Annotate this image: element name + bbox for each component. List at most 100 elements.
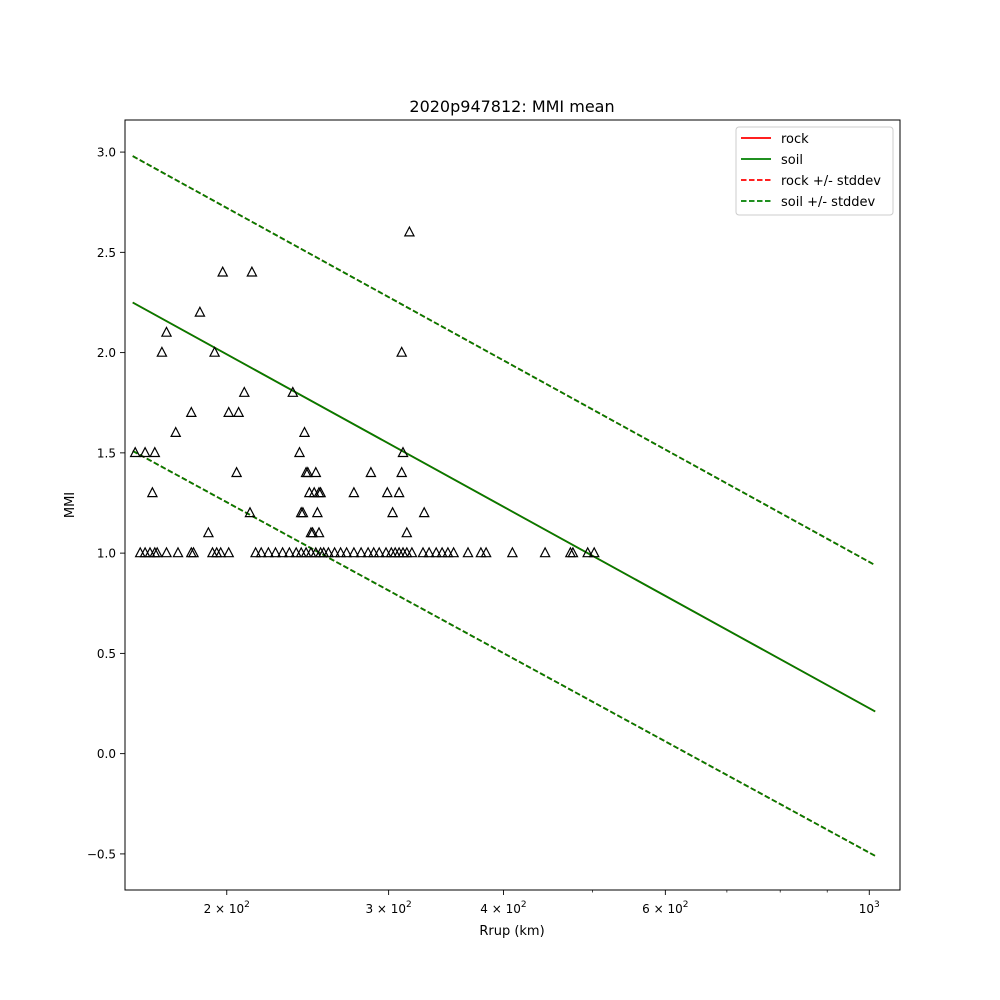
- observation-marker: [436, 546, 448, 558]
- observation-marker: [373, 546, 385, 558]
- observation-marker: [160, 546, 173, 558]
- observation-marker: [156, 346, 168, 357]
- x-tick-label: 2 × 102: [204, 900, 250, 916]
- observation-marker: [283, 546, 295, 558]
- observation-marker: [348, 486, 360, 498]
- y-tick-label: 2.0: [97, 346, 116, 360]
- legend-label: rock: [781, 132, 809, 147]
- observation-marker: [146, 486, 158, 498]
- observation-marker: [302, 466, 314, 478]
- observation-marker: [462, 546, 474, 558]
- series-line-1-0: [132, 301, 876, 713]
- observation-marker: [368, 546, 380, 558]
- observation-marker: [293, 446, 306, 458]
- observation-marker: [396, 466, 408, 478]
- observation-marker: [418, 506, 430, 518]
- x-tick-label: 6 × 102: [642, 900, 688, 916]
- observation-marker: [313, 526, 325, 538]
- observation-marker: [381, 486, 393, 498]
- observation-marker: [202, 526, 214, 538]
- observation-marker: [539, 546, 551, 558]
- observation-marker: [160, 326, 173, 337]
- observation-marker: [262, 546, 274, 558]
- y-tick-label: 2.5: [97, 246, 116, 260]
- observation-marker: [380, 546, 392, 558]
- observation-marker: [401, 526, 413, 538]
- observation-marker: [322, 546, 334, 558]
- observation-marker: [393, 486, 405, 498]
- series-line-3-1: [132, 450, 876, 857]
- observation-marker: [287, 386, 299, 397]
- y-axis-label: MMI: [63, 492, 78, 518]
- y-tick-label: 0.5: [97, 647, 116, 661]
- observation-marker: [172, 546, 184, 558]
- observation-marker: [480, 546, 492, 558]
- series-line-3-0: [132, 155, 876, 566]
- y-tick-label: −0.5: [87, 847, 116, 861]
- plot-area: [124, 119, 901, 891]
- observation-marker: [582, 546, 594, 558]
- x-tick-label: 3 × 102: [365, 900, 411, 916]
- x-axis-label: Rrup (km): [479, 924, 544, 939]
- observation-marker: [151, 546, 163, 558]
- x-axis: 2 × 102 3 × 102 4 × 102 6 × 102 103: [204, 890, 880, 916]
- observation-marker: [233, 406, 245, 417]
- legend-box: [735, 126, 894, 216]
- observation-marker: [185, 406, 197, 417]
- observation-marker: [355, 546, 367, 558]
- observation-marker: [129, 446, 141, 458]
- x-tick-label: 4 × 102: [480, 900, 526, 916]
- y-tick-label: 1.0: [97, 547, 116, 561]
- observation-marker: [223, 406, 235, 417]
- observation-marker: [362, 546, 374, 558]
- observation-marker: [423, 546, 435, 558]
- series-layer: [132, 155, 876, 857]
- legend: rock soil rock +/- stddev soil +/- stddev: [735, 126, 894, 216]
- observation-marker: [341, 546, 353, 558]
- observation-marker: [397, 446, 409, 458]
- observation-marker: [588, 546, 600, 558]
- observation-marker: [310, 466, 322, 478]
- observation-marker: [269, 546, 282, 558]
- observation-marker: [448, 546, 460, 558]
- observation-marker: [187, 546, 200, 558]
- observation-marker: [246, 265, 258, 277]
- observation-marker: [403, 225, 415, 237]
- observation-marker: [430, 546, 442, 558]
- observation-marker: [250, 546, 262, 558]
- x-tick-label: 103: [859, 900, 880, 916]
- observation-marker: [442, 546, 454, 558]
- observation-marker: [417, 546, 429, 558]
- plot-background: [125, 120, 900, 890]
- observation-marker: [215, 546, 227, 558]
- observation-marker: [277, 546, 289, 558]
- y-tick-label: 0.0: [97, 747, 116, 761]
- observation-marker: [567, 546, 579, 558]
- observation-marker: [170, 426, 182, 437]
- observation-marker: [217, 265, 229, 277]
- observation-marker: [406, 546, 418, 558]
- observation-marker: [194, 306, 206, 317]
- observation-marker: [231, 466, 243, 478]
- y-tick-label: 3.0: [97, 146, 116, 160]
- observation-marker: [311, 506, 323, 518]
- observation-marker: [244, 506, 256, 518]
- observation-marker: [506, 546, 518, 558]
- legend-label: soil +/- stddev: [781, 195, 876, 210]
- observation-marker: [387, 506, 399, 518]
- observation-marker: [209, 346, 221, 357]
- observation-marker: [348, 546, 360, 558]
- plot-frame: [124, 119, 901, 891]
- observation-marker: [365, 466, 377, 478]
- observation-marker: [223, 546, 235, 558]
- legend-label: soil: [781, 153, 803, 168]
- observation-marker: [396, 346, 408, 357]
- observation-marker: [335, 546, 347, 558]
- observation-marker: [255, 546, 267, 558]
- observation-marker: [139, 446, 151, 458]
- y-axis: −0.5 0.0 0.5 1.0 1.5 2.0 2.5 3.0: [87, 146, 125, 861]
- chart-title: 2020p947812: MMI mean: [409, 97, 614, 116]
- y-tick-label: 1.5: [97, 446, 116, 460]
- observation-marker: [149, 446, 161, 458]
